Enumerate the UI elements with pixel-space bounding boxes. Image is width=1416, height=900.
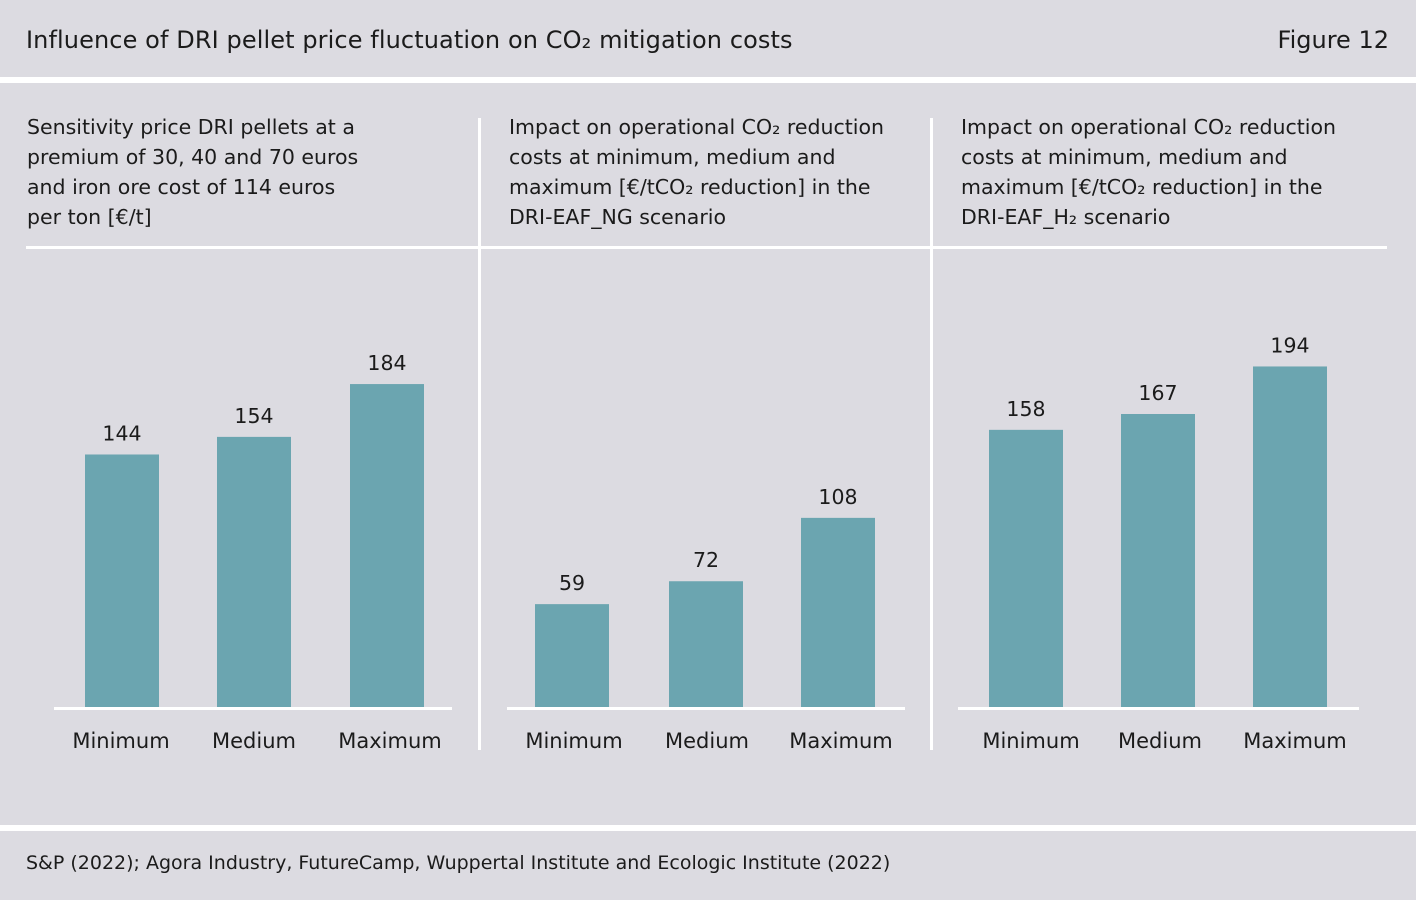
panel-3-title: Impact on operational CO₂ reduction cost…: [961, 115, 1336, 229]
panel-2-title-rule: [481, 246, 930, 249]
bar-minimum: [989, 429, 1063, 708]
data-label: 144: [102, 421, 141, 445]
category-label: Minimum: [982, 729, 1079, 753]
source-note: S&P (2022); Agora Industry, FutureCamp, …: [26, 852, 891, 874]
bar-medium: [1121, 413, 1195, 708]
category-label: Medium: [212, 729, 296, 753]
data-label: 154: [234, 404, 273, 428]
data-label: 194: [1270, 333, 1309, 357]
category-label: Maximum: [789, 729, 892, 753]
bar-medium: [217, 436, 291, 708]
panel-2-title: Impact on operational CO₂ reduction cost…: [509, 115, 884, 229]
header-divider: [0, 77, 1416, 83]
data-label: 158: [1006, 397, 1045, 421]
x-axis-line: [507, 707, 905, 710]
bar-minimum: [535, 604, 609, 708]
chart-1: 144 Minimum 154 Medium 184 Maximum: [54, 351, 452, 753]
category-label: Medium: [1118, 729, 1202, 753]
category-label: Medium: [665, 729, 749, 753]
panel-1-title: Sensitivity price DRI pellets at a premi…: [27, 115, 359, 229]
bar-minimum: [85, 454, 159, 708]
category-label: Maximum: [338, 729, 441, 753]
category-label: Minimum: [72, 729, 169, 753]
x-axis-line: [958, 707, 1359, 710]
bar-maximum: [801, 517, 875, 708]
footer-divider: [0, 825, 1416, 831]
bar-medium: [669, 581, 743, 708]
figure-header: Influence of DRI pellet price fluctuatio…: [0, 0, 1416, 80]
data-label: 72: [693, 548, 719, 572]
data-label: 59: [559, 571, 585, 595]
data-label: 167: [1138, 381, 1177, 405]
category-label: Maximum: [1243, 729, 1346, 753]
figure-title: Influence of DRI pellet price fluctuatio…: [26, 26, 793, 54]
chart-2: 59 Minimum 72 Medium 108 Maximum: [507, 485, 905, 753]
panel-separator-2: [930, 118, 933, 750]
bar-maximum: [350, 384, 424, 708]
panel-1-title-rule: [26, 246, 478, 249]
data-label: 184: [367, 351, 406, 375]
x-axis-line: [54, 707, 452, 710]
figure-number: Figure 12: [1277, 26, 1389, 54]
category-label: Minimum: [525, 729, 622, 753]
bar-maximum: [1253, 366, 1327, 708]
panel-separator-1: [478, 118, 481, 750]
chart-3: 158 Minimum 167 Medium 194 Maximum: [958, 333, 1359, 753]
data-label: 108: [818, 485, 857, 509]
panel-3-title-rule: [933, 246, 1387, 249]
